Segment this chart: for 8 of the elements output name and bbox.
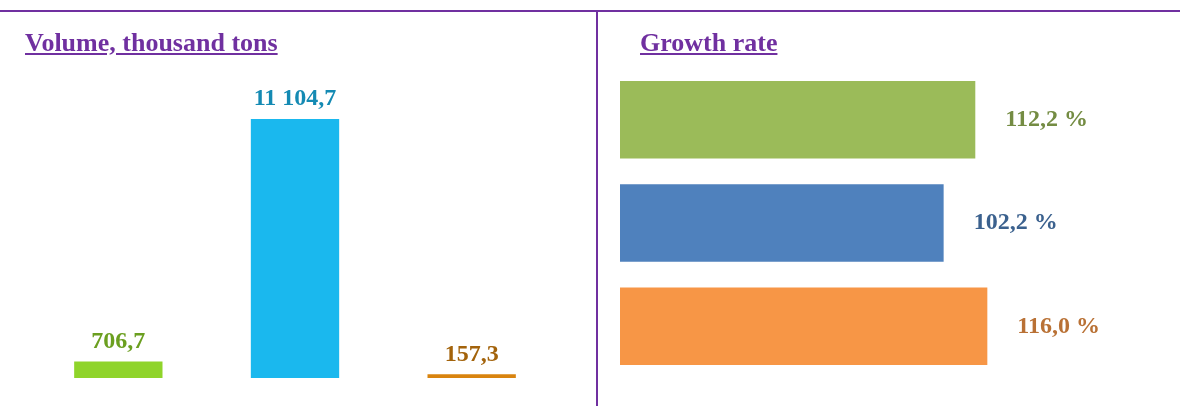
data-label: 157,3 bbox=[444, 339, 499, 366]
data-label: 112,2 % bbox=[1005, 104, 1088, 131]
data-label: 706,7 bbox=[91, 326, 146, 353]
data-label: 11 104,7 bbox=[253, 84, 337, 111]
data-label: 102,2 % bbox=[973, 208, 1058, 235]
chart-title: Volume, thousand tons bbox=[25, 28, 279, 58]
data-label: 116,0 % bbox=[1017, 311, 1101, 338]
chart-title: Growth rate bbox=[640, 28, 779, 58]
